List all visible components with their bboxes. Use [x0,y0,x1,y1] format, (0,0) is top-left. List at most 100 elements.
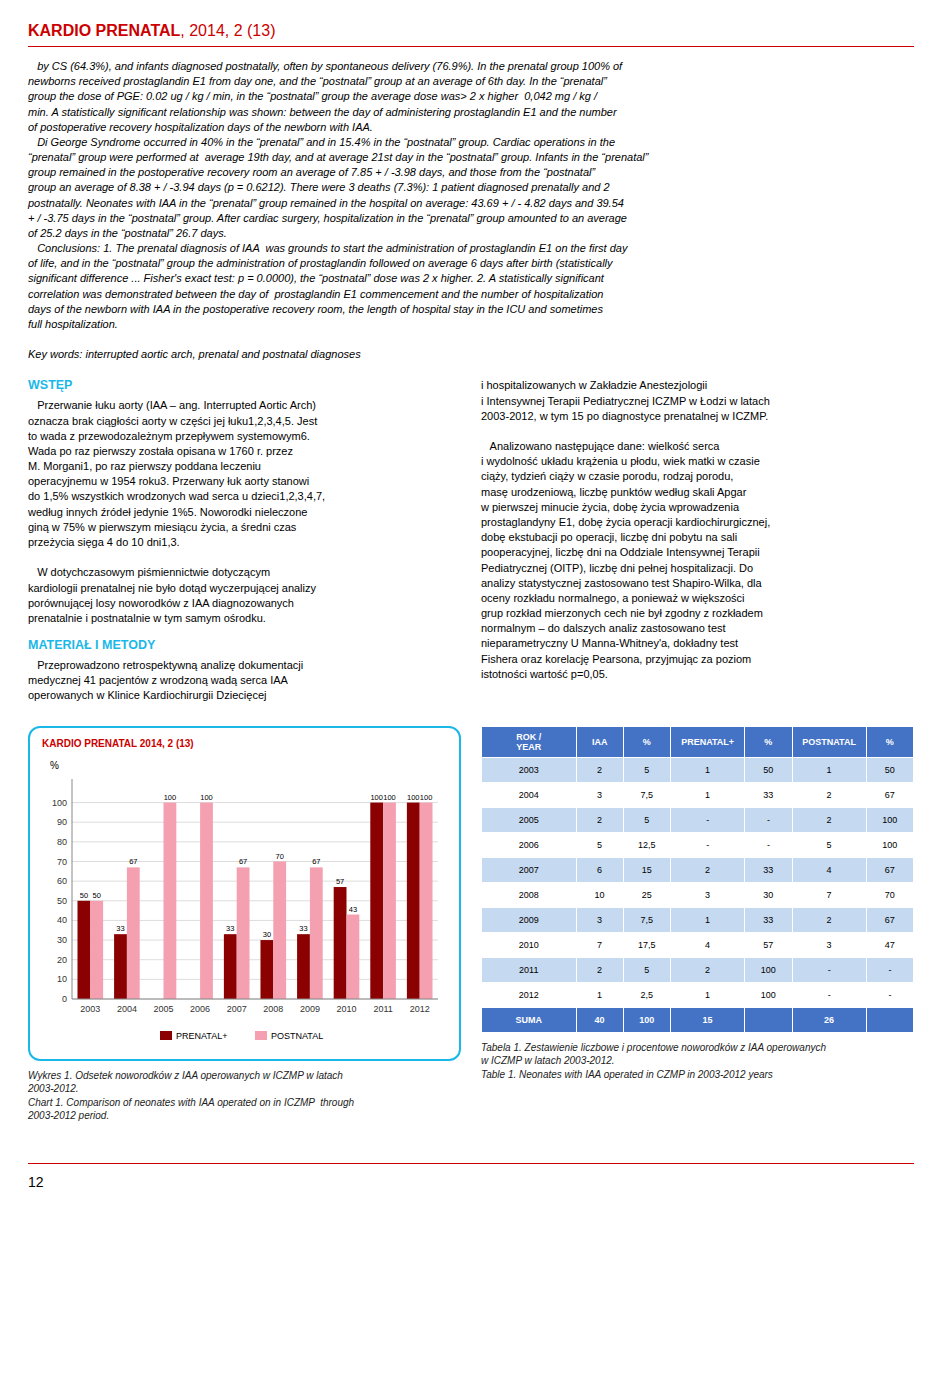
table-header-cell: PRENATAL+ [671,726,745,757]
table-row: 200937,5133267 [482,907,914,932]
chart-caption: Wykres 1. Odsetek noworodków z IAA opero… [28,1069,461,1123]
x-tick-label: 2005 [153,1004,173,1014]
table-cell: 2 [792,907,866,932]
table-cell: 100 [745,957,792,982]
table-cell: 7 [576,932,623,957]
table-cell: 2007 [482,857,577,882]
table-cell: 5 [576,832,623,857]
chart-title: KARDIO PRENATAL 2014, 2 (13) [42,738,451,749]
table-cell: 67 [866,907,913,932]
table-cell: 100 [623,1007,670,1032]
x-tick-label: 2004 [117,1004,137,1014]
table-cell: 2004 [482,782,577,807]
bar [297,934,310,999]
data-label: 67 [239,857,247,866]
table-cell: 1 [671,982,745,1007]
table-cell: 2,5 [623,982,670,1007]
grid-line [72,998,438,999]
page-number: 12 [28,1174,914,1190]
bar-chart: 0102030405060708090100503333303357100100… [38,753,448,1053]
y-tick-label: 70 [57,856,67,866]
x-tick-label: 2012 [410,1004,430,1014]
y-tick-label: 90 [57,817,67,827]
table-cell: 2012 [482,982,577,1007]
table-cell: 47 [866,932,913,957]
table-cell: 57 [745,932,792,957]
right-column: i hospitalizowanych w Zakładzie Anestezj… [481,378,914,703]
page-header: KARDIO PRENATAL, 2014, 2 (13) [28,22,914,47]
table-cell: 26 [792,1007,866,1032]
table-cell: 2011 [482,957,577,982]
y-tick-label: 100 [52,797,67,807]
data-label: 70 [276,851,284,860]
table-cell: 7 [792,882,866,907]
table-cell: - [792,957,866,982]
table-cell: 6 [576,857,623,882]
chart-box: KARDIO PRENATAL 2014, 2 (13)010203040506… [28,726,461,1061]
section-text: Przerwanie łuku aorty (IAA – ang. Interr… [28,398,461,626]
y-tick-label: 50 [57,895,67,905]
table-cell: - [745,807,792,832]
table-cell: - [866,957,913,982]
section-text: Przeprowadzono retrospektywną analizę do… [28,658,461,704]
table-cell [866,1007,913,1032]
table-cell: 100 [745,982,792,1007]
bars [77,802,432,998]
bar [237,867,250,999]
legend-swatch [160,1031,172,1040]
table-cell: 12,5 [623,832,670,857]
y-tick-label: 60 [57,876,67,886]
table-row: 201212,51100-- [482,982,914,1007]
table-cell: 3 [576,782,623,807]
x-tick-label: 2006 [190,1004,210,1014]
bar [347,914,360,998]
table-cell: 5 [623,807,670,832]
left-column: WSTĘP Przerwanie łuku aorty (IAA – ang. … [28,378,461,703]
table-cell: 5 [623,957,670,982]
table-cell: 3 [576,907,623,932]
y-tick-label: 20 [57,954,67,964]
data-label: 50 [80,890,88,899]
table-row: 200525--2100 [482,807,914,832]
figure-row: KARDIO PRENATAL 2014, 2 (13)010203040506… [28,726,914,1123]
data-label: 33 [116,924,124,933]
table-cell: - [792,982,866,1007]
data-label: 43 [349,904,357,913]
table-cell: 1 [671,907,745,932]
table-cell: 25 [623,882,670,907]
y-tick-label: 0 [62,994,67,1004]
bar [260,940,273,999]
right-text: i hospitalizowanych w Zakładzie Anestezj… [481,378,914,681]
table-row: 2007615233467 [482,857,914,882]
bar [114,934,127,999]
table-cell: 33 [745,907,792,932]
bottom-rule [28,1163,914,1164]
x-tick-label: 2010 [336,1004,356,1014]
data-label: 100 [383,792,396,801]
table-cell: 2 [792,807,866,832]
table-header-cell: IAA [576,726,623,757]
table-cell: 2 [792,782,866,807]
table-cell: 2003 [482,757,577,782]
table-cell: 4 [792,857,866,882]
table-cell: 1 [671,782,745,807]
data-label: 33 [299,924,307,933]
legend: PRENATAL+POSTNATAL [160,1031,323,1041]
table-cell: 3 [792,932,866,957]
text-columns: WSTĘP Przerwanie łuku aorty (IAA – ang. … [28,378,914,703]
x-tick-label: 2008 [263,1004,283,1014]
table-header-cell: POSTNATAL [792,726,866,757]
table-cell: 2006 [482,832,577,857]
table-cell: 15 [623,857,670,882]
header-title: KARDIO PRENATAL [28,22,180,40]
table-cell: 100 [866,832,913,857]
table-cell: 5 [792,832,866,857]
section-title: WSTĘP [28,378,461,392]
table-header-cell: % [866,726,913,757]
section-title: MATERIAŁ I METODY [28,638,461,652]
y-tick-label: 40 [57,915,67,925]
table-cell: 50 [745,757,792,782]
table-cell: 3 [671,882,745,907]
y-axis-label: % [50,760,59,771]
abstract: by CS (64.3%), and infants diagnosed pos… [28,59,914,362]
